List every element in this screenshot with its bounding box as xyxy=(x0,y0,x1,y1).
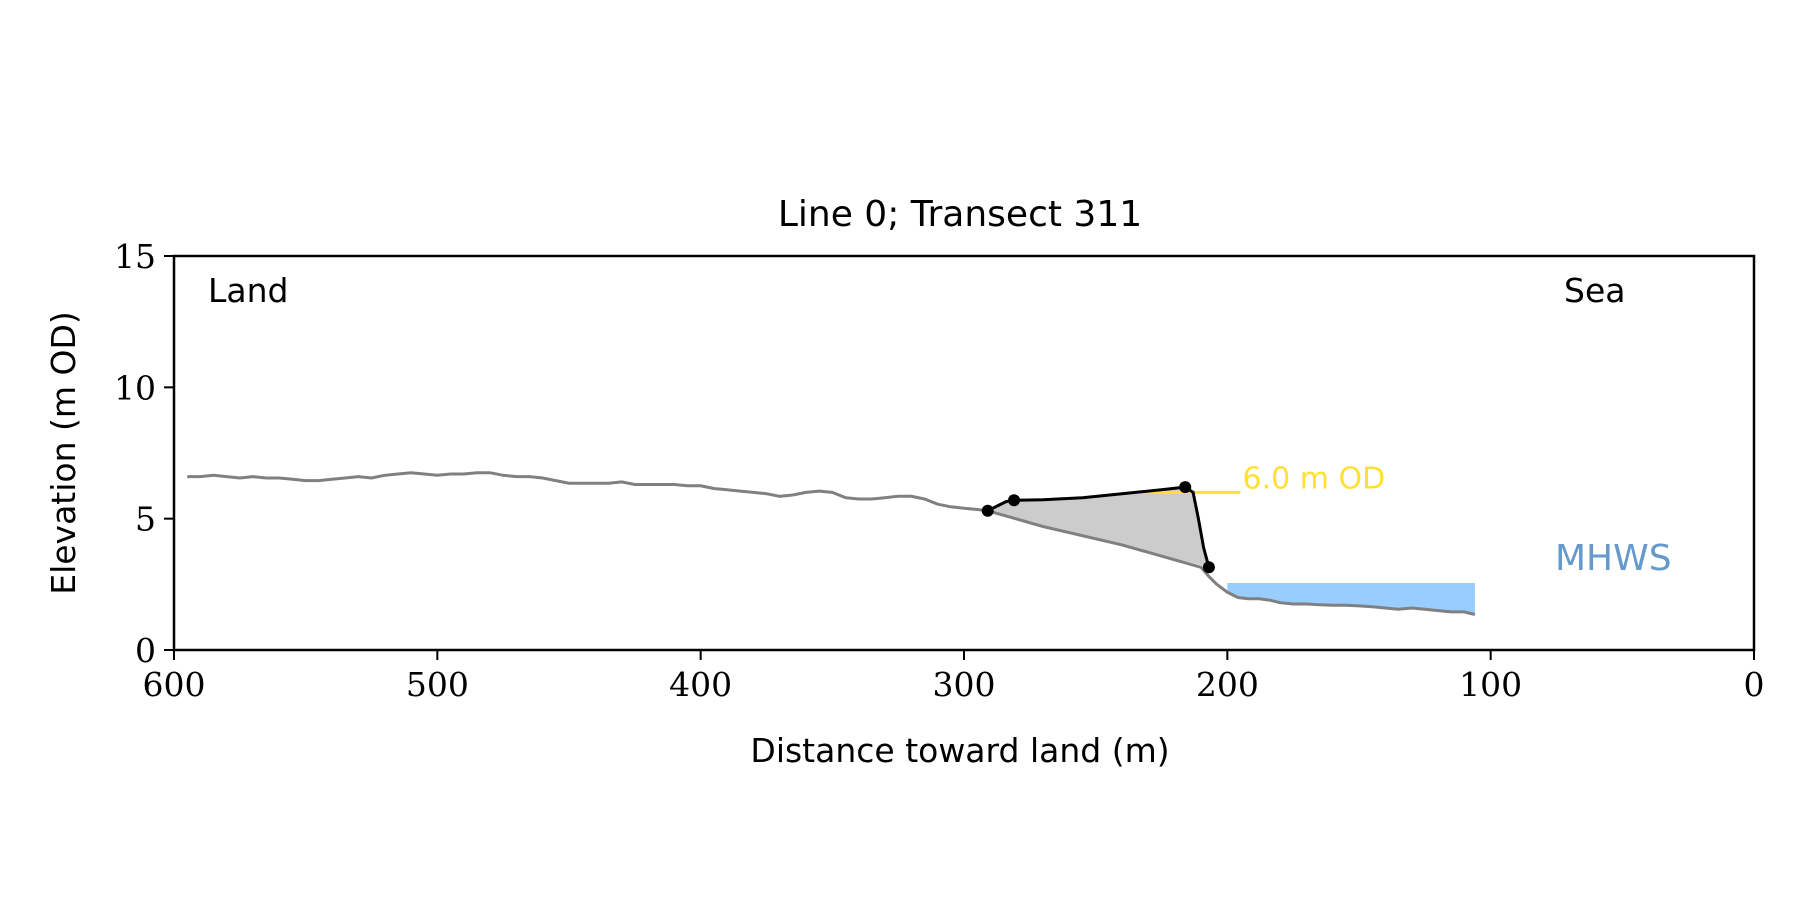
y-axis-label: Elevation (m OD) xyxy=(44,311,83,595)
y-tick-label: 5 xyxy=(135,500,156,539)
feature-fill-region xyxy=(987,487,1209,568)
y-tick-label: 15 xyxy=(114,237,156,276)
y-tick-label: 0 xyxy=(135,631,156,670)
y-axis-ticks: 0 5 10 15 xyxy=(114,237,174,670)
x-tick-label: 200 xyxy=(1196,665,1259,704)
feature-marker-3 xyxy=(1202,561,1215,574)
x-tick-label: 300 xyxy=(933,665,996,704)
plot-area xyxy=(187,471,1476,616)
x-tick-label: 100 xyxy=(1459,665,1522,704)
feature-markers xyxy=(981,481,1215,574)
elevation-profile-line xyxy=(187,471,1476,616)
sea-label: Sea xyxy=(1564,271,1625,310)
od-label: 6.0 m OD xyxy=(1243,461,1386,496)
x-tick-label: 500 xyxy=(406,665,469,704)
feature-marker-1 xyxy=(1008,494,1021,507)
x-tick-label: 0 xyxy=(1744,665,1765,704)
feature-marker-2 xyxy=(1179,481,1192,494)
y-tick-label: 10 xyxy=(114,368,156,407)
x-axis-ticks: 600 500 400 300 200 100 0 xyxy=(143,650,1765,704)
feature-crest-line xyxy=(987,485,1211,568)
x-tick-label: 600 xyxy=(143,665,206,704)
land-label: Land xyxy=(208,271,288,310)
x-axis-label: Distance toward land (m) xyxy=(750,731,1169,770)
chart-title: Line 0; Transect 311 xyxy=(778,194,1142,235)
mhws-label: MHWS xyxy=(1555,538,1672,579)
x-tick-label: 400 xyxy=(669,665,732,704)
feature-marker-0 xyxy=(981,504,994,517)
